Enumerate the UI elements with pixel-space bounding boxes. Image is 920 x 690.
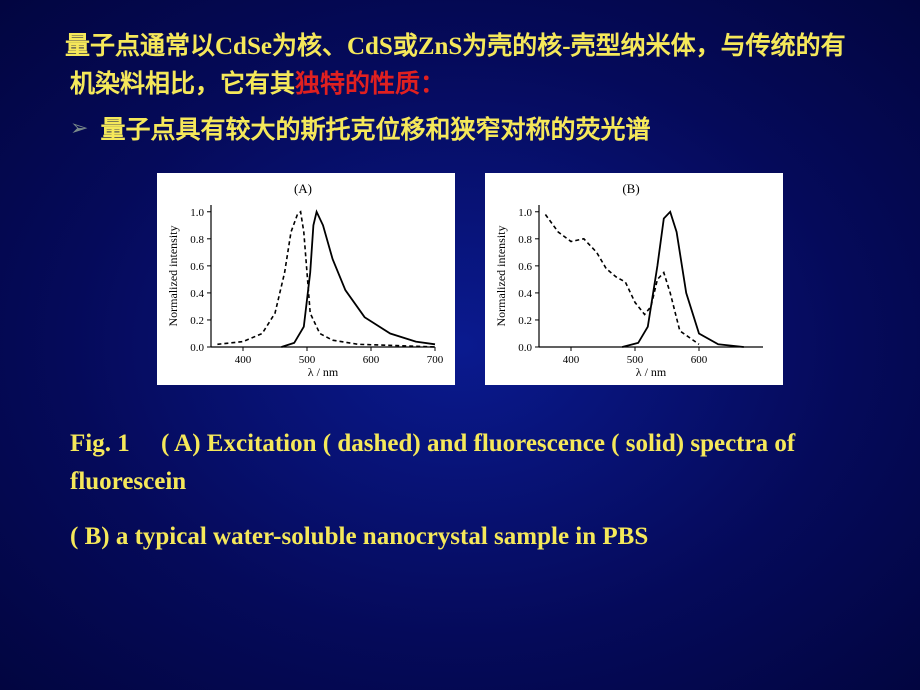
svg-text:0.0: 0.0	[190, 342, 204, 354]
svg-text:0.6: 0.6	[518, 261, 532, 273]
svg-text:0.8: 0.8	[190, 234, 204, 246]
svg-text:400: 400	[563, 354, 580, 366]
svg-text:600: 600	[691, 354, 708, 366]
title-yellow-part: 量子点通常以CdSe为核、CdS或ZnS为壳的核-壳型纳米体，与传统的有机染料相…	[65, 33, 846, 98]
svg-text:700: 700	[427, 354, 443, 366]
svg-text:1.0: 1.0	[518, 207, 532, 219]
svg-text:600: 600	[363, 354, 380, 366]
slide-content: 量子点通常以CdSe为核、CdS或ZnS为壳的核-壳型纳米体，与传统的有机染料相…	[0, 0, 920, 594]
chart-a-label: (A)	[294, 181, 312, 197]
caption-para-1: Fig. 1 ( A) Excitation ( dashed) and flu…	[70, 425, 870, 500]
svg-text:1.0: 1.0	[190, 207, 204, 219]
title-text: 量子点通常以CdSe为核、CdS或ZnS为壳的核-壳型纳米体，与传统的有机染料相…	[65, 33, 846, 98]
chart-a-svg: 0.00.20.40.60.81.0400500600700λ / nmNorm…	[163, 199, 443, 379]
caption-para-2: ( B) a typical water-soluble nanocrystal…	[70, 518, 870, 556]
chevron-right-icon: ➢	[70, 115, 88, 141]
figure-caption: Fig. 1 ( A) Excitation ( dashed) and flu…	[70, 425, 870, 556]
svg-text:0.2: 0.2	[518, 315, 532, 327]
svg-text:0.8: 0.8	[518, 234, 532, 246]
title-block: 量子点通常以CdSe为核、CdS或ZnS为壳的核-壳型纳米体，与传统的有机染料相…	[70, 28, 870, 103]
chart-panel-a: (A) 0.00.20.40.60.81.0400500600700λ / nm…	[157, 173, 455, 385]
bullet-row: ➢ 量子点具有较大的斯托克位移和狭窄对称的荧光谱	[70, 113, 870, 148]
svg-text:Normalized intensity: Normalized intensity	[494, 226, 508, 327]
bullet-text: 量子点具有较大的斯托克位移和狭窄对称的荧光谱	[100, 113, 650, 148]
svg-text:λ / nm: λ / nm	[636, 365, 667, 379]
chart-panel-b: (B) 0.00.20.40.60.81.0400500600λ / nmNor…	[485, 173, 783, 385]
svg-text:Normalized intensity: Normalized intensity	[166, 226, 180, 327]
title-red-part: 独特的性质：	[295, 71, 445, 98]
chart-b-label: (B)	[622, 181, 639, 197]
svg-text:0.6: 0.6	[190, 261, 204, 273]
svg-text:0.4: 0.4	[190, 288, 204, 300]
svg-text:λ / nm: λ / nm	[308, 365, 339, 379]
svg-text:0.2: 0.2	[190, 315, 204, 327]
chart-b-svg: 0.00.20.40.60.81.0400500600λ / nmNormali…	[491, 199, 771, 379]
charts-row: (A) 0.00.20.40.60.81.0400500600700λ / nm…	[70, 173, 870, 385]
svg-text:0.0: 0.0	[518, 342, 532, 354]
svg-text:400: 400	[235, 354, 252, 366]
svg-text:0.4: 0.4	[518, 288, 532, 300]
